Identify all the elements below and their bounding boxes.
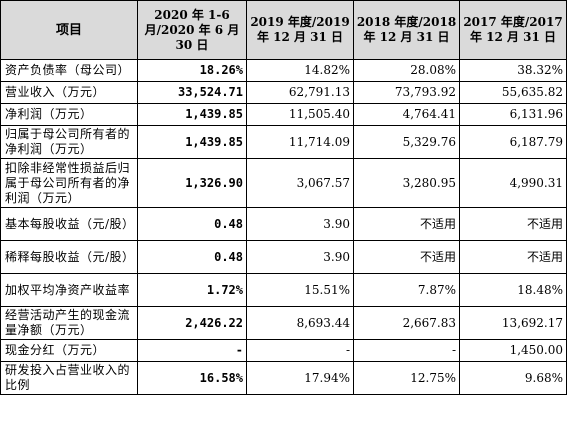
cell-2017: 6,131.96 — [459, 103, 567, 126]
row-label: 现金分红（万元） — [0, 339, 138, 362]
cell-2020h1: 0.48 — [137, 207, 247, 241]
header-item: 项目 — [0, 0, 138, 60]
cell-2019: 8,693.44 — [246, 306, 354, 340]
cell-2018: 4,764.41 — [353, 103, 460, 126]
cell-2017: 6,187.79 — [459, 125, 567, 159]
header-col-2020h1: 2020 年 1-6 月/2020 年 6 月 30 日 — [137, 0, 247, 60]
cell-2017: 不适用 — [459, 207, 567, 241]
cell-2017: 13,692.17 — [459, 306, 567, 340]
header-col-2017: 2017 年度/2017 年 12 月 31 日 — [459, 0, 567, 60]
row-label: 扣除非经常性损益后归属于母公司所有者的净利润（万元） — [0, 158, 138, 208]
cell-2019: 3,067.57 — [246, 158, 354, 208]
row-label: 经营活动产生的现金流量净额（万元） — [0, 306, 138, 340]
row-label: 加权平均净资产收益率 — [0, 273, 138, 307]
cell-2020h1: 1,326.90 — [137, 158, 247, 208]
cell-2018: 2,667.83 — [353, 306, 460, 340]
table-row: 营业收入（万元） 33,524.71 62,791.13 73,793.92 5… — [0, 81, 567, 104]
cell-2018: 7.87% — [353, 273, 460, 307]
cell-2019: 11,714.09 — [246, 125, 354, 159]
table-row: 稀释每股收益（元/股） 0.48 3.90 不适用 不适用 — [0, 240, 567, 274]
cell-2018: 12.75% — [353, 361, 460, 395]
cell-2018: 73,793.92 — [353, 81, 460, 104]
financial-indicators-table: 项目 2020 年 1-6 月/2020 年 6 月 30 日 2019 年度/… — [0, 0, 567, 395]
cell-2020h1: 18.26% — [137, 59, 247, 82]
table-row: 现金分红（万元） - - - 1,450.00 — [0, 339, 567, 362]
cell-2020h1: 0.48 — [137, 240, 247, 274]
row-label: 资产负债率（母公司） — [0, 59, 138, 82]
cell-2017: 1,450.00 — [459, 339, 567, 362]
cell-2020h1: 16.58% — [137, 361, 247, 395]
row-label: 净利润（万元） — [0, 103, 138, 126]
cell-2017: 4,990.31 — [459, 158, 567, 208]
table-row: 资产负债率（母公司） 18.26% 14.82% 28.08% 38.32% — [0, 59, 567, 82]
cell-2018: 3,280.95 — [353, 158, 460, 208]
header-col-2018: 2018 年度/2018 年 12 月 31 日 — [353, 0, 460, 60]
cell-2018: 不适用 — [353, 240, 460, 274]
cell-2019: 14.82% — [246, 59, 354, 82]
cell-2019: 3.90 — [246, 207, 354, 241]
cell-2017: 55,635.82 — [459, 81, 567, 104]
cell-2019: 62,791.13 — [246, 81, 354, 104]
table-row: 经营活动产生的现金流量净额（万元） 2,426.22 8,693.44 2,66… — [0, 306, 567, 340]
cell-2020h1: 33,524.71 — [137, 81, 247, 104]
table-row: 扣除非经常性损益后归属于母公司所有者的净利润（万元） 1,326.90 3,06… — [0, 158, 567, 208]
cell-2019: 15.51% — [246, 273, 354, 307]
row-label: 稀释每股收益（元/股） — [0, 240, 138, 274]
cell-2020h1: - — [137, 339, 247, 362]
table-header-row: 项目 2020 年 1-6 月/2020 年 6 月 30 日 2019 年度/… — [0, 0, 567, 60]
table-row: 研发投入占营业收入的比例 16.58% 17.94% 12.75% 9.68% — [0, 361, 567, 395]
cell-2018: 5,329.76 — [353, 125, 460, 159]
row-label: 基本每股收益（元/股） — [0, 207, 138, 241]
cell-2019: 11,505.40 — [246, 103, 354, 126]
table-row: 基本每股收益（元/股） 0.48 3.90 不适用 不适用 — [0, 207, 567, 241]
header-col-2019: 2019 年度/2019 年 12 月 31 日 — [246, 0, 354, 60]
row-label: 营业收入（万元） — [0, 81, 138, 104]
cell-2020h1: 1,439.85 — [137, 125, 247, 159]
table-row: 归属于母公司所有者的净利润（万元） 1,439.85 11,714.09 5,3… — [0, 125, 567, 159]
cell-2020h1: 1.72% — [137, 273, 247, 307]
row-label: 归属于母公司所有者的净利润（万元） — [0, 125, 138, 159]
table-row: 净利润（万元） 1,439.85 11,505.40 4,764.41 6,13… — [0, 103, 567, 126]
cell-2017: 9.68% — [459, 361, 567, 395]
cell-2019: 17.94% — [246, 361, 354, 395]
cell-2018: - — [353, 339, 460, 362]
cell-2018: 不适用 — [353, 207, 460, 241]
cell-2019: 3.90 — [246, 240, 354, 274]
row-label: 研发投入占营业收入的比例 — [0, 361, 138, 395]
cell-2019: - — [246, 339, 354, 362]
cell-2018: 28.08% — [353, 59, 460, 82]
cell-2017: 38.32% — [459, 59, 567, 82]
cell-2020h1: 1,439.85 — [137, 103, 247, 126]
cell-2020h1: 2,426.22 — [137, 306, 247, 340]
cell-2017: 不适用 — [459, 240, 567, 274]
cell-2017: 18.48% — [459, 273, 567, 307]
table-row: 加权平均净资产收益率 1.72% 15.51% 7.87% 18.48% — [0, 273, 567, 307]
